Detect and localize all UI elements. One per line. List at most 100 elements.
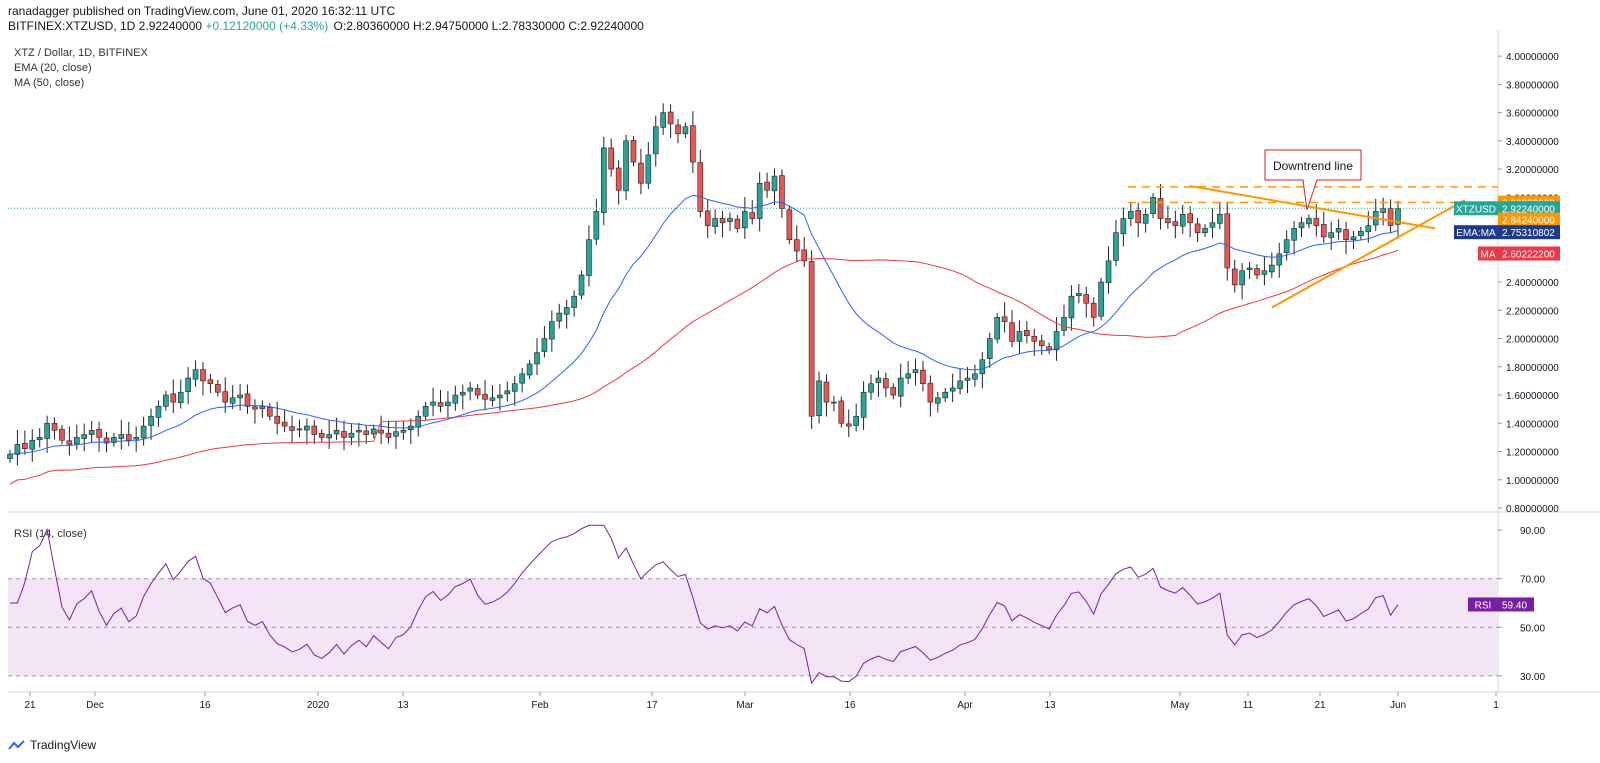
candle-body (356, 430, 362, 433)
candle (1105, 246, 1112, 294)
candle (578, 270, 585, 300)
candle-body (831, 401, 837, 404)
candle-body (526, 363, 533, 376)
y-tick-label: 3.60000000 (1506, 109, 1559, 120)
candle (59, 424, 65, 445)
candle-body (7, 454, 13, 459)
footer-brand[interactable]: TradingView (8, 738, 96, 752)
candle-body (1335, 228, 1342, 233)
candle (690, 111, 696, 174)
candle-body (1261, 270, 1268, 275)
candle-body (177, 391, 184, 403)
candle-body (949, 387, 956, 392)
candle-body (645, 154, 652, 184)
candle-body (1387, 208, 1394, 226)
candle (1083, 286, 1090, 318)
candle (1202, 224, 1208, 237)
candle (318, 429, 325, 442)
candle (393, 420, 399, 449)
candle-body (1150, 197, 1156, 215)
candle (571, 290, 577, 317)
candle (1320, 211, 1327, 243)
candle-body (1142, 213, 1149, 224)
candle-body (111, 437, 117, 443)
candle (519, 367, 525, 393)
candle-body (1298, 222, 1305, 229)
candle-body (793, 239, 800, 252)
candle-body (1001, 316, 1008, 322)
candle (845, 409, 852, 438)
candle-body (912, 369, 919, 374)
candle (1038, 334, 1045, 355)
candle-body (511, 383, 518, 392)
candle (118, 420, 125, 450)
candle (44, 415, 50, 453)
candle-body (118, 434, 125, 439)
candle (541, 325, 548, 358)
candle (957, 368, 963, 395)
legend-ema[interactable]: EMA (20, close) (14, 62, 92, 74)
candle-body (957, 380, 963, 389)
candle-body (274, 415, 281, 424)
x-tick-label: 13 (1044, 700, 1056, 711)
candle-body (571, 295, 577, 308)
candle-body (266, 407, 273, 417)
candle (927, 375, 934, 417)
candle-body (1246, 267, 1253, 270)
rsi-tick-label: 70.00 (1520, 575, 1545, 586)
candle-body (311, 425, 318, 435)
legend-ma[interactable]: MA (50, close) (14, 77, 85, 89)
candle (615, 160, 622, 205)
candle (1150, 193, 1156, 218)
candle-body (29, 439, 36, 450)
candle (296, 419, 303, 438)
candle (229, 385, 236, 410)
candle-body (14, 444, 21, 455)
candle-body (88, 430, 95, 435)
candle (682, 122, 689, 139)
downtrend-line (1190, 185, 1436, 230)
candle (215, 380, 221, 397)
x-tick-label: 16 (844, 700, 856, 711)
candle (897, 363, 904, 408)
legend-rsi[interactable]: RSI (14, close) (14, 528, 87, 540)
price-label-value: 2.84240000 (1502, 216, 1555, 227)
y-tick-label: 1.20000000 (1506, 448, 1559, 459)
candle-body (771, 175, 778, 192)
candle-body (690, 125, 696, 163)
candle-body (1209, 222, 1216, 228)
candle-body (927, 382, 934, 403)
candle-body (556, 312, 563, 322)
candle-body (660, 112, 666, 128)
y-tick-label: 2.20000000 (1506, 306, 1559, 317)
candle-body (259, 406, 266, 409)
candle-body (860, 391, 867, 418)
price-label-bg (1498, 225, 1560, 240)
candle (51, 417, 58, 440)
candle (155, 400, 162, 427)
candle (868, 374, 874, 400)
candle (356, 422, 362, 447)
candle-body (1024, 330, 1030, 337)
candle-body (222, 391, 229, 403)
candle-body (593, 211, 600, 240)
candle (363, 424, 370, 444)
candle (1098, 277, 1104, 321)
candle-body (942, 391, 949, 399)
candle (623, 134, 629, 201)
candle (742, 197, 748, 239)
candle (504, 381, 511, 402)
candle-body (719, 218, 726, 224)
candle-body (786, 209, 793, 240)
candle-body (1127, 211, 1134, 219)
y-tick-label: 0.80000000 (1506, 504, 1559, 515)
candle (1335, 219, 1342, 240)
candle (526, 359, 533, 380)
y-tick-label: 3.40000000 (1506, 137, 1559, 148)
candle-body (727, 218, 733, 222)
candle-body (133, 437, 139, 440)
legend-symbol[interactable]: XTZ / Dollar, 1D, BITFINEX (14, 47, 148, 59)
candle-body (504, 390, 511, 395)
candle (474, 384, 481, 400)
